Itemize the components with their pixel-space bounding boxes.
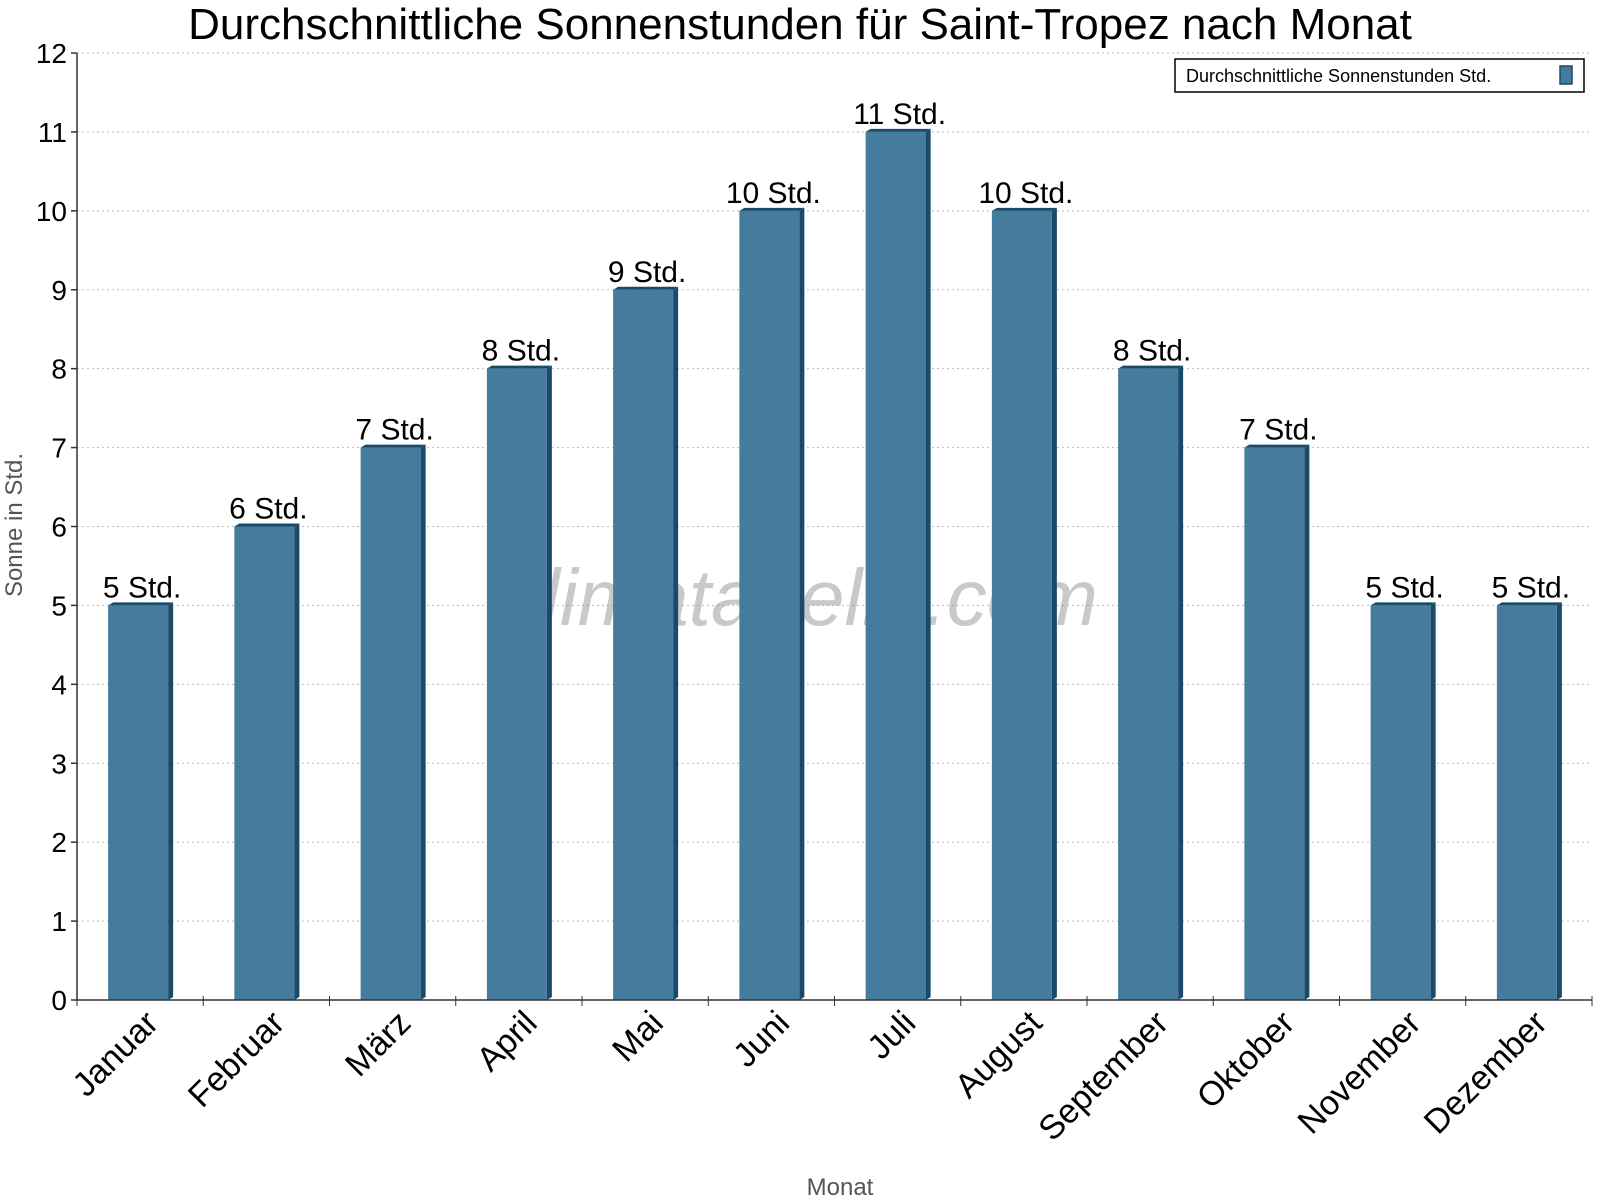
- bar-top: [1496, 602, 1562, 606]
- bar-side: [1556, 602, 1562, 1000]
- grid-lines: [77, 52, 1592, 922]
- bar-value-label: 5 Std.: [1492, 571, 1570, 604]
- x-tick-label: Juni: [726, 1004, 797, 1075]
- data-labels: 5 Std. 6 Std. 7 Std. 8 Std. 9 Std. 10 Std. 11 …: [103, 98, 1570, 605]
- bar: [739, 207, 805, 1001]
- x-tick-labels: Januar Februar März April Mai Juni Juli AugustS…: [65, 1003, 1554, 1148]
- bar: [108, 602, 174, 1000]
- y-tick-label: 5: [51, 590, 67, 621]
- legend-box: [1174, 58, 1585, 93]
- x-tick-label: Januar: [65, 1004, 165, 1104]
- y-tick-label: 1: [51, 906, 67, 937]
- bar-side: [420, 444, 426, 1000]
- bar-top: [234, 523, 300, 527]
- chart-title: Durchschnittliche Sonnenstunden für Sain…: [188, 0, 1412, 49]
- y-tick-label: 3: [51, 748, 67, 779]
- bar-top: [1370, 602, 1436, 606]
- bar-front: [360, 447, 421, 1000]
- bar-top: [486, 365, 552, 369]
- bar-top: [991, 207, 1057, 211]
- bar-front: [739, 210, 800, 1001]
- bar-side: [673, 286, 679, 1000]
- bar-side: [925, 128, 931, 1000]
- axes: [71, 52, 1593, 1006]
- y-tick-label: 7: [51, 433, 67, 464]
- bar-front: [1370, 605, 1431, 1000]
- y-tick-label: 8: [51, 354, 67, 385]
- y-axis-title: Sonne in Std.: [1, 453, 28, 597]
- bar: [991, 207, 1057, 1001]
- bar-value-label: 9 Std.: [608, 256, 686, 289]
- bar: [865, 128, 931, 1000]
- bar-side: [294, 523, 300, 1000]
- bars: [108, 128, 1562, 1001]
- bar: [1496, 602, 1562, 1000]
- x-tick-label: April: [470, 1004, 545, 1079]
- x-tick-label: Mai: [605, 1004, 671, 1070]
- bar: [613, 286, 679, 1000]
- x-tick-label: September: [1031, 1004, 1175, 1148]
- y-tick-label: 2: [51, 827, 67, 858]
- y-tick-label: 4: [51, 669, 67, 700]
- x-tick-label: Dezember: [1417, 1004, 1555, 1142]
- bar: [1370, 602, 1436, 1000]
- bar-front: [865, 131, 926, 1000]
- bar-value-label: 7 Std.: [1239, 414, 1317, 447]
- bar-front: [486, 368, 547, 1001]
- bar-side: [168, 602, 174, 1000]
- bar-side: [1430, 602, 1436, 1000]
- y-tick-label: 12: [36, 38, 67, 69]
- y-tick-label: 11: [38, 117, 67, 148]
- bar: [486, 365, 552, 1001]
- x-tick-label: November: [1291, 1004, 1429, 1142]
- bar-value-label: 10 Std.: [978, 177, 1073, 210]
- bar-side: [799, 207, 805, 1001]
- legend-swatch: [1559, 65, 1573, 85]
- bar-top: [613, 286, 679, 290]
- bar-side: [1051, 207, 1057, 1001]
- bar-top: [108, 602, 174, 606]
- y-tick-label: 0: [51, 985, 67, 1016]
- bar-top: [1118, 365, 1184, 369]
- bar-value-label: 5 Std.: [103, 571, 181, 604]
- bar: [1118, 365, 1184, 1001]
- bar-top: [360, 444, 426, 448]
- x-tick-label: März: [338, 1004, 418, 1084]
- bar: [234, 523, 300, 1000]
- y-tick-label: 6: [51, 512, 67, 543]
- bar-top: [865, 128, 931, 132]
- bar-side: [1304, 444, 1310, 1000]
- bar-top: [1244, 444, 1310, 448]
- x-axis-title: Monat: [807, 1174, 874, 1200]
- bar-front: [108, 605, 169, 1000]
- x-tick-label: August: [948, 1003, 1050, 1105]
- bar-value-label: 10 Std.: [726, 177, 821, 210]
- bar-value-label: 8 Std.: [1113, 335, 1191, 368]
- bar-top: [739, 207, 805, 211]
- bar-value-label: 6 Std.: [229, 493, 307, 526]
- x-tick-label: Februar: [181, 1004, 292, 1115]
- bar-value-label: 5 Std.: [1365, 571, 1443, 604]
- x-tick-label: Juli: [860, 1004, 923, 1067]
- bar-side: [1178, 365, 1184, 1001]
- bar-value-label: 7 Std.: [355, 414, 433, 447]
- y-tick-label: 10: [36, 196, 67, 227]
- y-tick-label: 9: [51, 275, 67, 306]
- bar: [360, 444, 426, 1000]
- bar-value-label: 8 Std.: [482, 335, 560, 368]
- bar-front: [1118, 368, 1179, 1001]
- bar-front: [991, 210, 1052, 1001]
- bar-front: [1244, 447, 1305, 1000]
- x-tick-label: Oktober: [1190, 1004, 1302, 1116]
- bar-front: [234, 526, 295, 1000]
- bar-front: [1496, 605, 1557, 1000]
- legend: Durchschnittliche Sonnenstunden Std.: [1174, 58, 1585, 93]
- bar-side: [546, 365, 552, 1001]
- bar-front: [613, 289, 674, 1000]
- bar-value-label: 11 Std.: [853, 98, 946, 131]
- bar: [1244, 444, 1310, 1000]
- legend-label: Durchschnittliche Sonnenstunden Std.: [1186, 66, 1491, 86]
